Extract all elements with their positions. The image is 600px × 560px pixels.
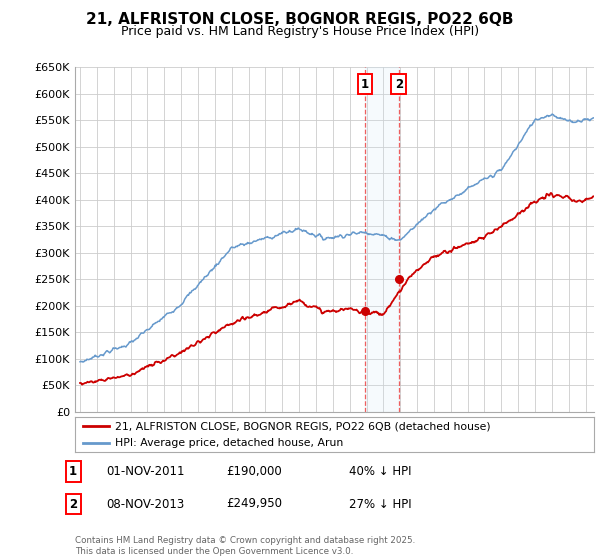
Text: 40% ↓ HPI: 40% ↓ HPI	[349, 465, 412, 478]
Bar	[365, 67, 399, 412]
Text: 2: 2	[395, 78, 403, 91]
Text: 21, ALFRISTON CLOSE, BOGNOR REGIS, PO22 6QB (detached house): 21, ALFRISTON CLOSE, BOGNOR REGIS, PO22 …	[115, 421, 491, 431]
Text: Contains HM Land Registry data © Crown copyright and database right 2025.
This d: Contains HM Land Registry data © Crown c…	[75, 536, 415, 556]
Text: 1: 1	[69, 465, 77, 478]
Text: 21, ALFRISTON CLOSE, BOGNOR REGIS, PO22 6QB: 21, ALFRISTON CLOSE, BOGNOR REGIS, PO22 …	[86, 12, 514, 27]
Text: 2: 2	[69, 497, 77, 511]
Text: 08-NOV-2013: 08-NOV-2013	[106, 497, 184, 511]
Text: 01-NOV-2011: 01-NOV-2011	[106, 465, 185, 478]
Text: 1: 1	[361, 78, 369, 91]
Text: Price paid vs. HM Land Registry's House Price Index (HPI): Price paid vs. HM Land Registry's House …	[121, 25, 479, 38]
Text: £190,000: £190,000	[226, 465, 282, 478]
Text: HPI: Average price, detached house, Arun: HPI: Average price, detached house, Arun	[115, 438, 344, 448]
Text: £249,950: £249,950	[226, 497, 282, 511]
Text: 27% ↓ HPI: 27% ↓ HPI	[349, 497, 412, 511]
